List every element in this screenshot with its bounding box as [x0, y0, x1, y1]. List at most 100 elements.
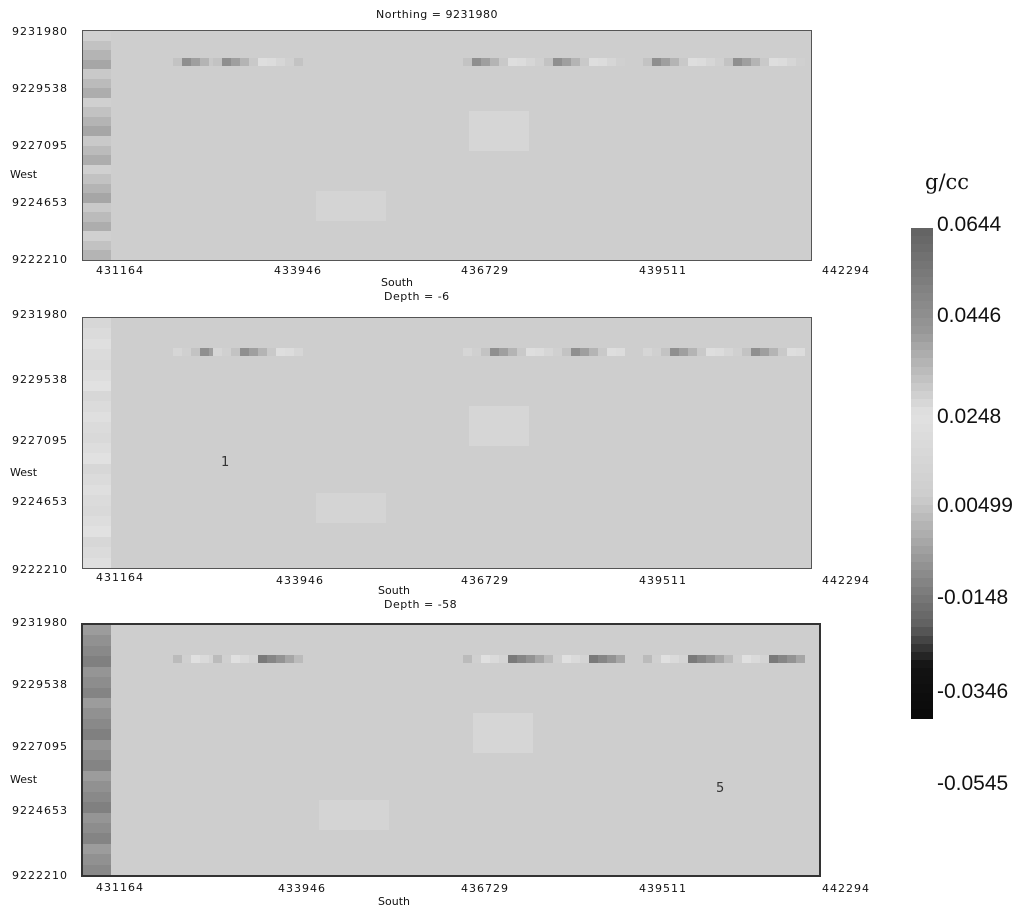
colorbar-segment — [911, 252, 933, 264]
x-tick-label: 436729 — [461, 882, 509, 895]
colorbar-tick-label: -0.0545 — [937, 772, 1009, 795]
y-tick-label: 9229538 — [12, 678, 68, 691]
heatmap-cell-anomaly — [733, 348, 742, 356]
heatmap-cell-anomaly — [607, 655, 616, 663]
heatmap-cell-west-strip — [83, 687, 111, 699]
heatmap-cell-anomaly — [778, 348, 787, 356]
heatmap-cell-anomaly — [508, 58, 517, 66]
heatmap-cell-anomaly — [616, 348, 625, 356]
annotation-label: 1 — [221, 455, 230, 470]
heatmap-cell-west-strip — [83, 750, 111, 762]
colorbar-segment — [911, 439, 933, 451]
heatmap-cell-anomaly — [526, 58, 535, 66]
heatmap-cell-anomaly — [200, 655, 209, 663]
colorbar-segment — [911, 390, 933, 402]
heatmap-cell-anomaly — [508, 655, 517, 663]
panel-title: Northing = 9231980 — [376, 8, 498, 21]
heatmap-cell-anomaly — [580, 348, 589, 356]
heatmap-cell-anomaly — [652, 348, 661, 356]
colorbar-segment — [911, 505, 933, 516]
y-tick-label: 9222210 — [12, 869, 68, 882]
colorbar-tick-label: 0.0248 — [937, 405, 1002, 428]
heatmap-cell-central — [319, 800, 389, 830]
heatmap-cell-anomaly — [796, 655, 805, 663]
heatmap-cell-anomaly — [517, 58, 526, 66]
colorbar-segment — [911, 586, 933, 598]
heatmap-cell-anomaly — [589, 58, 598, 66]
heatmap-cell-central — [473, 713, 533, 753]
heatmap-cell-anomaly — [222, 348, 231, 356]
heatmap-cell-anomaly — [715, 655, 724, 663]
heatmap-cell-west-strip — [83, 770, 111, 783]
heatmap-cell-anomaly — [679, 58, 688, 66]
heatmap-cell-anomaly — [526, 348, 535, 356]
heatmap-cell-anomaly — [200, 58, 209, 66]
colorbar-segment — [911, 456, 933, 467]
heatmap-cell-west-strip — [83, 864, 111, 875]
y-tick-label: 9231980 — [12, 616, 68, 629]
heatmap-cell-anomaly — [616, 655, 625, 663]
heatmap-cell-west-strip — [83, 380, 111, 392]
heatmap-cell-anomaly — [553, 655, 562, 663]
heatmap-cell-anomaly — [724, 348, 733, 356]
x-tick-label: 436729 — [461, 574, 509, 587]
heatmap-cell-anomaly — [751, 655, 760, 663]
heatmap-cell-west-strip — [83, 666, 111, 679]
heatmap-cell-anomaly — [661, 348, 670, 356]
heatmap-cell-west-strip — [83, 802, 111, 814]
heatmap-cell-west-strip — [83, 145, 111, 157]
heatmap-cell-anomaly — [670, 655, 679, 663]
heatmap-cell-anomaly — [769, 58, 778, 66]
heatmap-cell-west-strip — [83, 78, 111, 90]
colorbar-segment — [911, 627, 933, 638]
y-tick-label: 9224653 — [12, 196, 68, 209]
heatmap-cell-west-strip — [83, 240, 111, 252]
heatmap-cell-west-strip — [83, 656, 111, 668]
heatmap-cell-anomaly — [571, 655, 580, 663]
heatmap-cell-anomaly — [688, 655, 697, 663]
heatmap-cell-west-strip — [83, 126, 111, 137]
colorbar-segment — [911, 513, 933, 524]
colorbar-segment — [911, 366, 933, 378]
heatmap-cell-anomaly — [652, 655, 661, 663]
heatmap-cell-west-strip — [83, 474, 111, 486]
heatmap-cell-west-strip — [83, 547, 111, 559]
heatmap-cell-anomaly — [200, 348, 209, 356]
heatmap-cell-anomaly — [231, 348, 240, 356]
heatmap-cell-anomaly — [751, 58, 760, 66]
heatmap-cell-anomaly — [706, 58, 715, 66]
heatmap-cell-anomaly — [553, 348, 562, 356]
heatmap-cell-west-strip — [83, 697, 111, 710]
colorbar-segment — [911, 399, 933, 410]
heatmap-cell-west-strip — [83, 174, 111, 185]
heatmap-cell-anomaly — [580, 58, 589, 66]
heatmap-cell-anomaly — [182, 58, 191, 66]
heatmap-cell-anomaly — [769, 348, 778, 356]
heatmap-cell-west-strip — [83, 729, 111, 741]
heatmap-cell-anomaly — [544, 58, 553, 66]
colorbar-segment — [911, 488, 933, 500]
heatmap-cell-anomaly — [249, 655, 258, 663]
heatmap-cell-anomaly — [760, 58, 769, 66]
y-tick-label: 9231980 — [12, 308, 68, 321]
colorbar-segment — [911, 448, 933, 459]
heatmap-cell-anomaly — [285, 655, 294, 663]
heatmap-cell-west-strip — [83, 359, 111, 372]
colorbar-segment — [911, 228, 933, 239]
heatmap-cell-anomaly — [706, 655, 715, 663]
heatmap-cell-anomaly — [787, 348, 796, 356]
heatmap-cell-central — [316, 191, 386, 221]
heatmap-cell-west-strip — [83, 250, 111, 260]
heatmap-cell-west-strip — [83, 135, 111, 147]
heatmap-cell-anomaly — [787, 58, 796, 66]
heatmap-cell-anomaly — [231, 58, 240, 66]
heatmap-cell-anomaly — [463, 655, 472, 663]
y-axis-label: West — [10, 168, 38, 181]
colorbar-unit: g/cc — [925, 170, 970, 194]
heatmap-cell-west-strip — [83, 390, 111, 403]
heatmap-cell-west-strip — [83, 155, 111, 166]
heatmap-plot — [81, 623, 821, 877]
heatmap-cell-anomaly — [562, 348, 571, 356]
heatmap-cell-west-strip — [83, 116, 111, 128]
heatmap-cell-anomaly — [643, 58, 652, 66]
